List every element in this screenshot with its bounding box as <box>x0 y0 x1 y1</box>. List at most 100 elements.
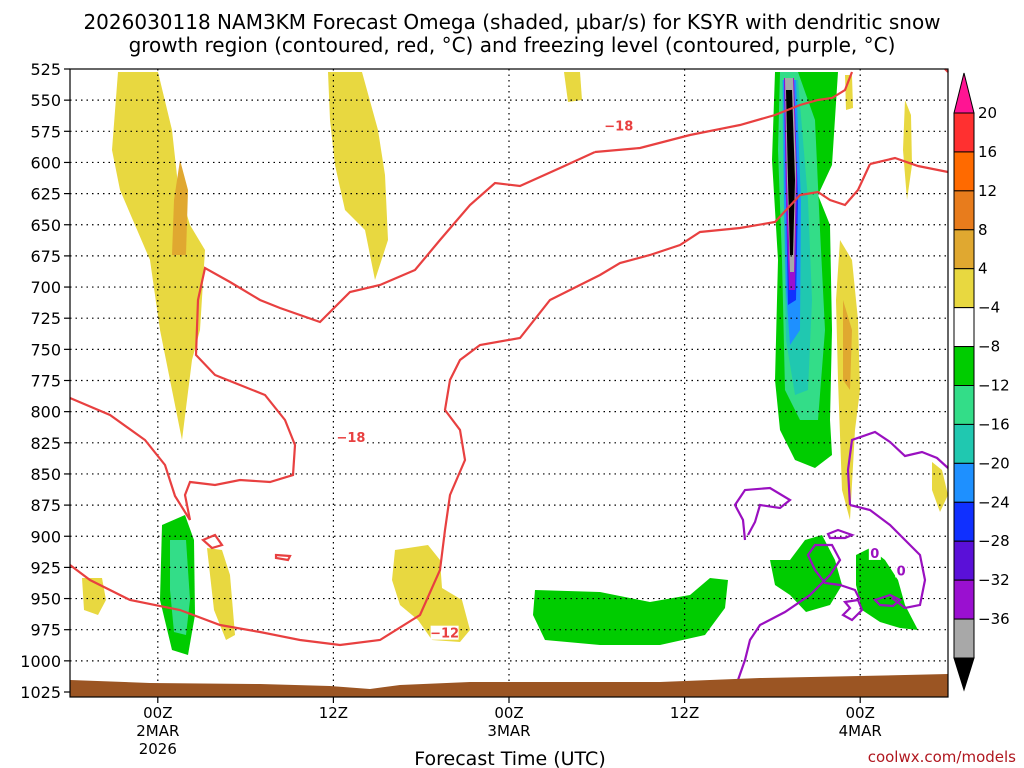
contour-label: 0 <box>897 564 906 579</box>
contour-label-bg <box>604 118 633 133</box>
y-tick-label: 925 <box>30 558 61 577</box>
colorbar-swatch <box>953 501 975 542</box>
colorbar-swatch <box>953 618 975 659</box>
colorbar-swatch <box>953 385 975 425</box>
omega-sink-blob-j <box>932 462 948 512</box>
colorbar: 20 16 12 8 4 −4 −8 −12 −16 −20 −24 −28 −32 −36 <box>953 72 1010 692</box>
contour-label-bg <box>430 625 459 640</box>
y-tick-label: 975 <box>30 621 61 640</box>
colorbar-swatch <box>953 462 975 503</box>
omega-rise-blob-low-c <box>770 535 842 612</box>
colorbar-level-label: 20 <box>978 104 997 122</box>
y-axis-pressure-ticks: 525 550 575 600 625 650 675 700 725 750 775 800 825 8… <box>20 60 70 702</box>
y-tick-label: 750 <box>30 340 61 359</box>
freezing-level-contours <box>733 430 949 681</box>
y-tick-label: 1025 <box>20 683 61 702</box>
x-tick-date: 4MAR <box>839 722 882 740</box>
ground-terrain <box>70 674 948 697</box>
contour-labels: −18 −18 −12 0 0 <box>336 118 908 642</box>
freezing-small-b <box>841 598 864 622</box>
omega-sink-core-a <box>172 160 188 255</box>
colorbar-swatch <box>953 307 975 348</box>
y-tick-label: 625 <box>30 185 61 204</box>
omega-rise-blob-low-b <box>533 578 728 645</box>
x-tick-year: 2026 <box>139 740 177 758</box>
x-tick-label: 00Z <box>143 704 172 722</box>
dgz-minus12-right <box>69 163 871 647</box>
y-tick-label: 675 <box>30 247 61 266</box>
contour-label: −12 <box>430 627 459 642</box>
dgz-small-loop-a <box>200 533 224 550</box>
y-tick-label: 900 <box>30 527 61 546</box>
colorbar-level-label: −4 <box>978 299 1000 317</box>
freezing-small-a <box>826 528 856 540</box>
x-tick-date: 2MAR <box>136 722 179 740</box>
colorbar-swatch <box>953 579 975 620</box>
y-tick-label: 800 <box>30 403 61 422</box>
colorbar-level-label: 4 <box>978 260 988 278</box>
y-tick-label: 650 <box>30 216 61 235</box>
colorbar-swatch <box>953 268 975 309</box>
colorbar-swatch <box>953 423 975 464</box>
colorbar-swatch <box>953 151 975 192</box>
y-tick-label: 575 <box>30 122 61 141</box>
freezing-lower <box>736 543 861 681</box>
contour-label-bg <box>336 430 365 445</box>
omega-sink-blob-f <box>392 545 470 642</box>
x-tick-label: 00Z <box>494 704 523 722</box>
chart-title-line1: 2026030118 NAM3KM Forecast Omega (shaded… <box>83 10 940 34</box>
colorbar-bottom-arrow <box>953 657 975 692</box>
y-tick-label: 1000 <box>20 652 61 671</box>
contour-label: −18 <box>604 120 633 135</box>
colorbar-swatch <box>953 190 975 231</box>
colorbar-level-label: −32 <box>978 571 1010 589</box>
x-tick-date: 3MAR <box>487 722 530 740</box>
y-tick-label: 525 <box>30 60 61 79</box>
x-axis-label: Forecast Time (UTC) <box>414 748 605 768</box>
y-tick-label: 725 <box>30 309 61 328</box>
colorbar-level-label: 12 <box>978 182 997 200</box>
dgz-small-loop-b <box>274 553 292 562</box>
credit-text: coolwx.com/models <box>868 748 1016 766</box>
contour-label-bg <box>868 545 881 560</box>
dgz-minus18-left <box>183 150 596 521</box>
y-tick-label: 700 <box>30 278 61 297</box>
contour-label: 0 <box>870 547 879 562</box>
dgz-minus12-lower <box>69 396 191 521</box>
y-tick-label: 825 <box>30 434 61 453</box>
omega-rise-blob-low-d <box>856 548 918 630</box>
omega-rise-column-black <box>786 90 795 255</box>
freezing-upper-loop <box>846 430 949 506</box>
omega-sink-blob-c <box>564 72 582 102</box>
y-tick-label: 550 <box>30 91 61 110</box>
contour-label-bg <box>895 563 908 578</box>
omega-sink-blob-i <box>903 100 912 200</box>
dgz-contours <box>69 68 949 647</box>
colorbar-level-label: −28 <box>978 532 1010 550</box>
freezing-left-loop <box>733 486 792 541</box>
freezing-small-c <box>872 593 902 608</box>
colorbar-level-label: 8 <box>978 221 988 239</box>
y-tick-label: 950 <box>30 590 61 609</box>
omega-rising-shading <box>160 72 918 655</box>
omega-sink-blob-e <box>82 578 106 615</box>
colorbar-top-arrow <box>953 72 975 114</box>
dgz-minus18-upper-b <box>869 156 949 174</box>
colorbar-swatch <box>953 540 975 581</box>
colorbar-level-label: −24 <box>978 493 1010 511</box>
colorbar-level-label: −36 <box>978 610 1010 628</box>
colorbar-swatch <box>953 346 975 387</box>
dgz-minus18-upper <box>594 71 854 154</box>
colorbar-level-label: −8 <box>978 338 1000 356</box>
y-tick-label: 600 <box>30 153 61 172</box>
x-tick-label: 00Z <box>846 704 875 722</box>
omega-sink-blob-b <box>328 72 388 280</box>
contour-label: −18 <box>336 431 365 446</box>
freezing-upper-loop-b <box>849 503 927 610</box>
y-tick-label: 775 <box>30 372 61 391</box>
colorbar-swatch <box>953 112 975 153</box>
omega-sink-blob-d <box>207 548 235 640</box>
colorbar-level-label: −20 <box>978 454 1010 472</box>
